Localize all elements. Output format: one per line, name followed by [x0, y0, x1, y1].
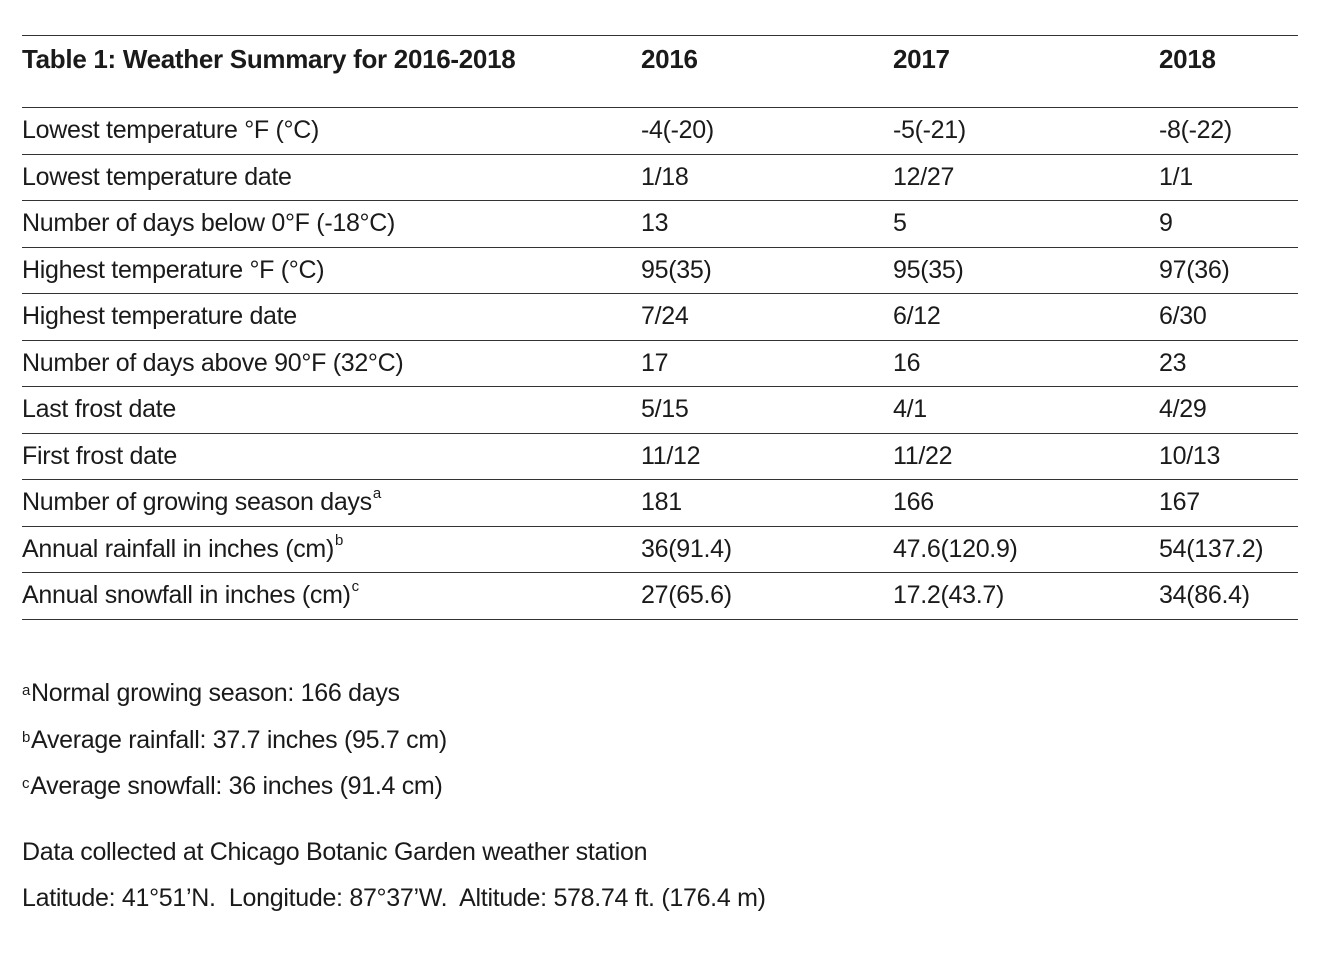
row-label-cell: Number of growing season daysa [22, 480, 641, 527]
table-title: Table 1: Weather Summary for 2016-2018 [22, 44, 516, 74]
value-cell-2017: 6/12 [893, 302, 941, 331]
station-source-line: Data collected at Chicago Botanic Garden… [22, 838, 648, 866]
value-cell-2016: 7/24 [641, 302, 689, 331]
table-body: Lowest temperature °F (°C) -4(-20) -5(-21)… [22, 108, 1298, 620]
row-label: Number of growing season days [22, 488, 372, 517]
row-label: Highest temperature °F (°C) [22, 255, 325, 284]
row-label-cell: Highest temperature date [22, 294, 641, 341]
value-cell-2018: 6/30 [1159, 302, 1207, 331]
row-label: Last frost date [22, 395, 176, 424]
value-cell-2018: 54(137.2) [1159, 534, 1264, 563]
table-row: Annual rainfall in inches (cm)b 36(91.4) 4… [22, 526, 1298, 573]
value-cell-2018: 9 [1159, 209, 1173, 238]
footnote-marker: b [22, 728, 31, 746]
footnote-marker: c [22, 775, 30, 792]
value-cell-2016: 181 [641, 488, 682, 517]
footnote-text: Normal growing season: 166 days [31, 679, 400, 707]
table-row: Number of growing season daysa 181 166 167 [22, 480, 1298, 527]
row-label-cell: Lowest temperature °F (°C) [22, 108, 641, 155]
row-label: Highest temperature date [22, 302, 297, 331]
value-cell-2016: 27(65.6) [641, 581, 732, 610]
value-cell-2018: 34(86.4) [1159, 581, 1250, 610]
value-cell-2016: 95(35) [641, 255, 712, 284]
footnote-marker: a [22, 682, 31, 699]
value-cell-2017: -5(-21) [893, 116, 966, 145]
footnote-marker: a [372, 485, 381, 503]
table-row: Number of days below 0°F (-18°C) 13 5 9 [22, 201, 1298, 248]
footnote-b: bAverage rainfall: 37.7 inches (95.7 cm) [22, 723, 447, 770]
value-cell-2017: 5 [893, 209, 907, 238]
value-cell-2016: 5/15 [641, 395, 689, 424]
value-cell-2016: 13 [641, 209, 669, 238]
value-cell-2016: -4(-20) [641, 116, 714, 145]
footnote-a: aNormal growing season: 166 days [22, 676, 447, 723]
value-cell-2018: 23 [1159, 348, 1187, 377]
table-row: Lowest temperature °F (°C) -4(-20) -5(-21)… [22, 108, 1298, 155]
value-cell-2017: 4/1 [893, 395, 927, 424]
footnote-text: Average snowfall: 36 inches (91.4 cm) [30, 772, 443, 800]
value-cell-2018: 10/13 [1159, 441, 1221, 470]
row-label-cell: Lowest temperature date [22, 154, 641, 201]
row-label: Number of days above 90°F (32°C) [22, 348, 404, 377]
table-row: Last frost date 5/15 4/1 4/29 [22, 387, 1298, 434]
row-label-cell: Highest temperature °F (°C) [22, 247, 641, 294]
value-cell-2017: 95(35) [893, 255, 964, 284]
row-label: First frost date [22, 441, 177, 470]
value-cell-2018: 97(36) [1159, 255, 1230, 284]
value-cell-2017: 166 [893, 488, 934, 517]
row-label: Lowest temperature °F (°C) [22, 116, 320, 145]
value-cell-2017: 12/27 [893, 162, 955, 191]
row-label: Annual rainfall in inches (cm) [22, 534, 334, 563]
table-row: Annual snowfall in inches (cm)c 27(65.6) 1… [22, 573, 1298, 620]
footnote-c: cAverage snowfall: 36 inches (91.4 cm) [22, 769, 447, 816]
table-row: Highest temperature date 7/24 6/12 6/30 [22, 294, 1298, 341]
row-label-cell: Annual rainfall in inches (cm)b [22, 526, 641, 573]
value-cell-2017: 11/22 [893, 441, 953, 470]
station-info: Data collected at Chicago Botanic Garden… [22, 834, 766, 926]
station-coordinates-line: Latitude: 41°51’N. Longitude: 87°37’W. A… [22, 884, 766, 912]
table-row: Lowest temperature date 1/18 12/27 1/1 [22, 154, 1298, 201]
table-row: Number of days above 90°F (32°C) 17 16 23 [22, 340, 1298, 387]
footnote-marker: c [351, 578, 360, 596]
value-cell-2017: 17.2(43.7) [893, 581, 1004, 610]
weather-summary-table-container: Table 1: Weather Summary for 2016-2018 2… [22, 35, 1298, 620]
value-cell-2018: 1/1 [1159, 162, 1193, 191]
value-cell-2016: 36(91.4) [641, 534, 732, 563]
row-label: Annual snowfall in inches (cm) [22, 581, 351, 610]
column-header-2016: 2016 [641, 44, 698, 74]
row-label-cell: Number of days above 90°F (32°C) [22, 340, 641, 387]
row-label-cell: Annual snowfall in inches (cm)c [22, 573, 641, 620]
value-cell-2018: -8(-22) [1159, 116, 1232, 145]
row-label-cell: Number of days below 0°F (-18°C) [22, 201, 641, 248]
weather-summary-table: Table 1: Weather Summary for 2016-2018 2… [22, 35, 1298, 620]
value-cell-2017: 47.6(120.9) [893, 534, 1018, 563]
row-label-cell: First frost date [22, 433, 641, 480]
row-label-cell: Last frost date [22, 387, 641, 434]
value-cell-2016: 17 [641, 348, 669, 377]
table-header-row: Table 1: Weather Summary for 2016-2018 2… [22, 35, 1298, 108]
row-label: Lowest temperature date [22, 162, 292, 191]
footnotes: aNormal growing season: 166 days bAverage… [22, 676, 447, 816]
column-header-2017: 2017 [893, 44, 950, 74]
footnote-text: Average rainfall: 37.7 inches (95.7 cm) [31, 725, 447, 754]
row-label: Number of days below 0°F (-18°C) [22, 209, 396, 238]
value-cell-2016: 1/18 [641, 162, 689, 191]
value-cell-2018: 4/29 [1159, 395, 1207, 424]
value-cell-2016: 11/12 [641, 441, 701, 470]
footnote-marker: b [334, 531, 344, 549]
value-cell-2018: 167 [1159, 488, 1200, 517]
table-row: Highest temperature °F (°C) 95(35) 95(35) 9… [22, 247, 1298, 294]
value-cell-2017: 16 [893, 348, 921, 377]
column-header-2018: 2018 [1159, 44, 1216, 74]
table-row: First frost date 11/12 11/22 10/13 [22, 433, 1298, 480]
